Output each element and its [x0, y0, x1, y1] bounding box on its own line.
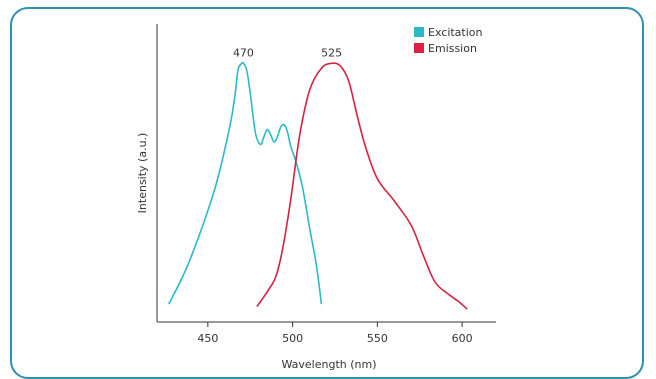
emission-line	[256, 62, 468, 310]
emission-peak-label: 525	[321, 46, 342, 59]
excitation-peak-label: 470	[233, 46, 254, 59]
x-tick-label: 600	[452, 332, 473, 345]
x-ticks: 450 500 550 600	[197, 322, 473, 345]
x-tick-label: 500	[282, 332, 303, 345]
emission-legend-swatch	[414, 43, 424, 53]
x-tick-label: 450	[197, 332, 218, 345]
series-layer: 470 525	[168, 46, 468, 310]
excitation-line	[168, 61, 323, 305]
x-tick-label: 550	[367, 332, 388, 345]
excitation-legend-label: Excitation	[428, 26, 483, 39]
emission-legend-label: Emission	[428, 42, 477, 55]
y-axis-label: Intensity (a.u.)	[136, 133, 149, 214]
x-axis-label: Wavelength (nm)	[281, 358, 376, 371]
excitation-legend-swatch	[414, 27, 424, 37]
chart-frame	[10, 7, 644, 379]
legend: Excitation Emission	[414, 26, 483, 55]
